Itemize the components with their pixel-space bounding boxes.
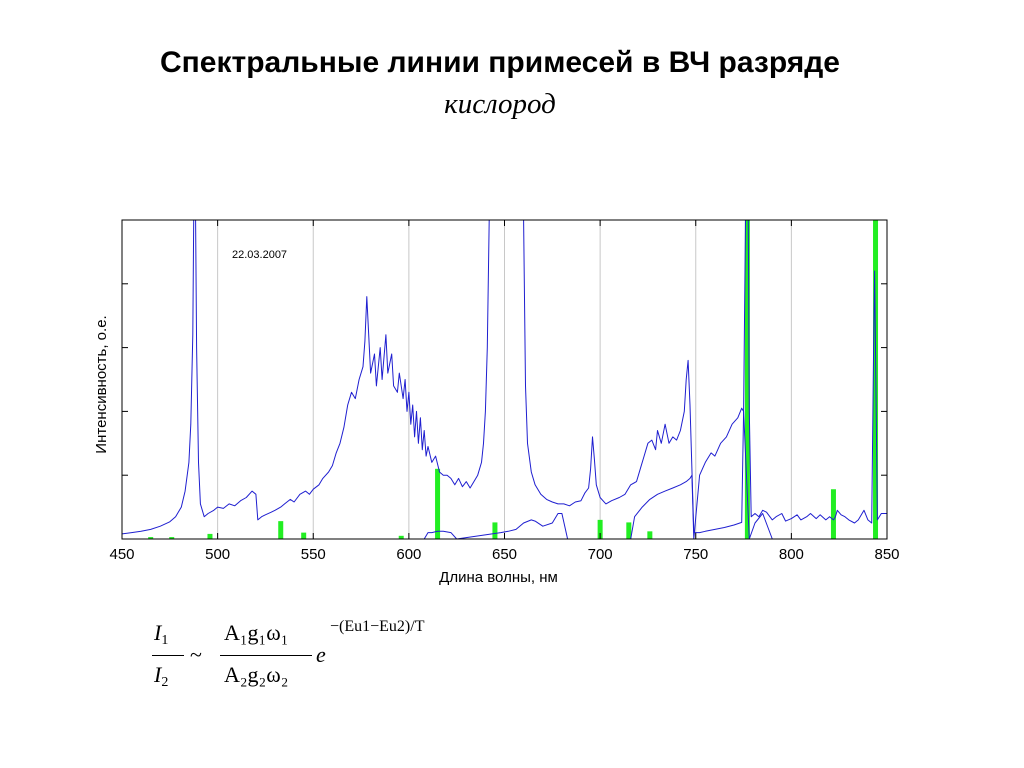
- spectrum-chart: 450 500 550 600 650 700 750 800 850 22.03.2007 Д…: [93, 219, 900, 586]
- emission-line-bar: [744, 220, 750, 539]
- spectrum-line-1: [121, 219, 887, 535]
- formula-fraction-bar-left: [152, 655, 184, 656]
- x-tick-label: 800: [779, 546, 804, 563]
- emission-line-bar: [169, 537, 175, 539]
- emission-line-bar: [278, 521, 284, 539]
- axis-ticks: 450 500 550 600 650 700 750 800 850: [109, 219, 900, 563]
- emission-line-bar: [626, 522, 632, 539]
- x-tick-label: 550: [301, 546, 326, 563]
- date-annotation: 22.03.2007: [232, 249, 287, 261]
- grid-lines: [217, 220, 792, 539]
- formula-fraction-bar-right: [220, 655, 312, 656]
- x-tick-label: 500: [205, 546, 230, 563]
- formula-exponent: −(Eu1−Eu2)/T: [330, 618, 425, 635]
- formula-denominator-right: A₂g₂ω₂: [224, 662, 289, 687]
- intensity-ratio-formula: I1 I2 ~ A₁g₁ω₁ A₂g₂ω₂ e −(Eu1−Eu2)/T: [140, 612, 460, 702]
- y-axis-label: Интенсивность, о.е.: [93, 315, 110, 453]
- x-tick-label: 450: [109, 546, 134, 563]
- slide-subtitle: кислород: [444, 88, 556, 120]
- x-tick-label: 650: [492, 546, 517, 563]
- formula-relation: ~: [190, 642, 202, 667]
- formula-denominator-left: I2: [154, 662, 169, 690]
- emission-line-bar: [435, 468, 441, 539]
- slide-title: Спектральные линии примесей в ВЧ разряде: [160, 46, 840, 79]
- x-tick-label: 600: [396, 546, 421, 563]
- emission-line-bar: [398, 535, 404, 539]
- x-tick-label: 700: [588, 546, 613, 563]
- formula-numerator-left: I1: [154, 620, 169, 648]
- emission-lines: [148, 220, 879, 539]
- emission-line-bar: [207, 533, 213, 539]
- emission-line-bar: [492, 522, 498, 539]
- x-axis-label: Длина волны, нм: [439, 569, 558, 586]
- emission-line-bar: [647, 531, 653, 539]
- emission-line-bar: [830, 489, 836, 539]
- x-tick-label: 850: [874, 546, 899, 563]
- emission-line-bar: [597, 519, 603, 539]
- spectrum-line-2: [423, 407, 773, 540]
- formula-numerator-right: A₁g₁ω₁: [224, 620, 289, 645]
- emission-line-bar: [148, 537, 154, 539]
- x-tick-label: 750: [683, 546, 708, 563]
- emission-line-bar: [301, 532, 307, 539]
- formula-exponential-base: e: [316, 642, 326, 667]
- spectrum-series: [121, 219, 887, 540]
